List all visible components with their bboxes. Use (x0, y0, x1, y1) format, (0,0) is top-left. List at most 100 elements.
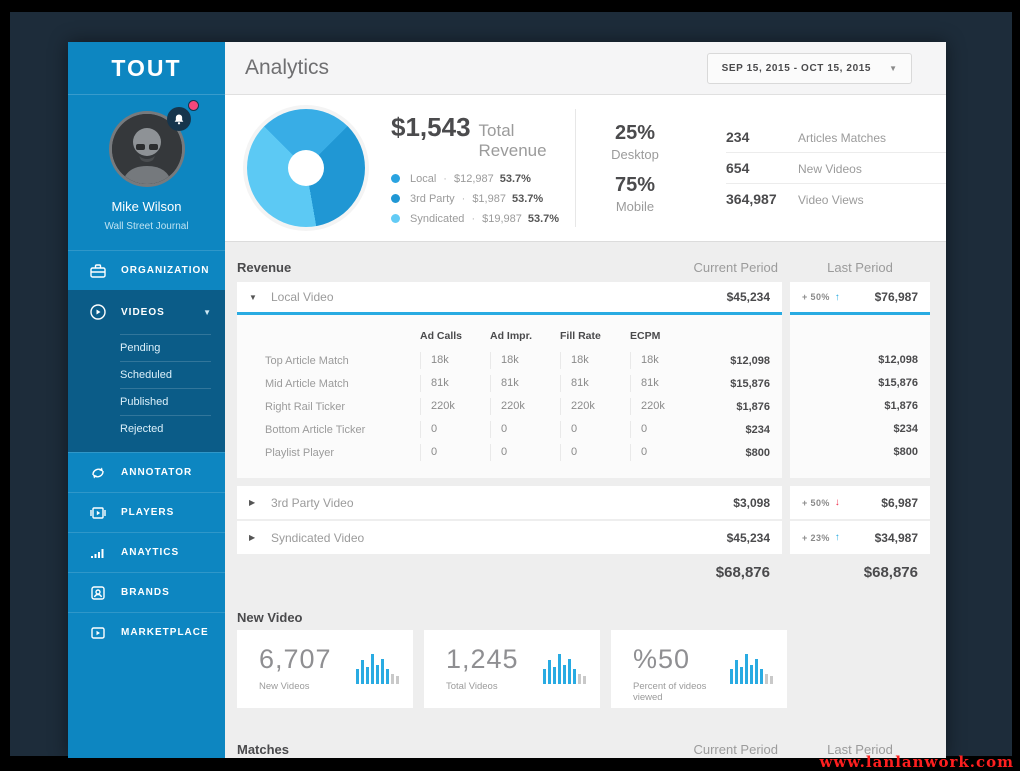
revenue-row-3rd-party-video[interactable]: ▶ 3rd Party Video $3,098 (237, 486, 782, 519)
row-label: Top Article Match (265, 354, 349, 367)
mobile-stat: 75% Mobile (615, 174, 655, 214)
cell-value: 220k (560, 398, 630, 415)
last-period-amount: $6,987 (881, 495, 918, 510)
mini-bar-chart (356, 650, 399, 684)
caret-down-icon[interactable]: ▼ (249, 292, 257, 302)
last-period-label: Last Period (827, 741, 893, 757)
last-period-card-syndicated: + 23% ↑ $34,987 (790, 521, 930, 554)
stat-label: Video Views (798, 193, 864, 207)
sidebar-subitem-rejected[interactable]: Rejected (120, 415, 211, 442)
refresh-loop-icon (88, 463, 107, 482)
card-new-videos: 6,707 New Videos (237, 630, 413, 708)
stat-articles-matches: 234 Articles Matches (726, 122, 946, 152)
sidebar-subitem-pending[interactable]: Pending (120, 334, 211, 361)
cell-value: 220k (490, 398, 560, 415)
sidebar-item-annotator[interactable]: ANNOTATOR (68, 452, 225, 492)
last-period-value: $234 (893, 423, 918, 435)
legend-value: $12,987 (453, 172, 494, 185)
last-period-value: $1,876 (884, 400, 918, 412)
col-header-ad-impr: Ad Impr. (490, 330, 533, 342)
last-period-label: Last Period (827, 259, 893, 275)
cell-value: 220k (630, 398, 700, 415)
sidebar-subitem-published[interactable]: Published (120, 388, 211, 415)
matches-section-header: Matches Current Period Last Period (237, 734, 930, 758)
row-amount: $12,098 (730, 354, 770, 367)
last-period-card-3rd-party: + 50% ↓ $6,987 (790, 486, 930, 519)
cell-value: 81k (490, 375, 560, 392)
sidebar-item-marketplace[interactable]: MARKETPLACE (68, 612, 225, 652)
sidebar-item-analytics[interactable]: ANAYTICS (68, 532, 225, 572)
sidebar-item-label: PLAYERS (121, 507, 175, 518)
legend-name: 3rd Party (410, 192, 455, 205)
change-percent: + 23% (802, 532, 830, 543)
table-row: Bottom Article Ticker 0 0 0 0 $234 (265, 418, 770, 441)
sidebar: TOUT (68, 42, 225, 758)
local-video-detail-table: Ad Calls Ad Impr. Fill Rate ECPM Top Art… (237, 315, 782, 478)
donut-legend: Local · $12,987 53.7% 3rd Party · $1,987… (391, 173, 575, 225)
revenue-totals-row: $68,876 $68,876 (237, 554, 930, 590)
trend-up-icon: ↑ (834, 291, 840, 303)
last-period-amount: $76,987 (874, 290, 918, 304)
card-value: 1,245 (446, 644, 519, 674)
date-range-picker[interactable]: SEP 15, 2015 - OCT 15, 2015 ▼ (706, 52, 912, 84)
device-split: 25% Desktop 75% Mobile (576, 95, 694, 241)
caret-right-icon[interactable]: ▶ (249, 533, 256, 542)
legend-item-syndicated: Syndicated · $19,987 53.7% (391, 213, 575, 225)
cell-value: 0 (490, 444, 560, 461)
cell-value: 0 (420, 421, 490, 438)
cell-value: 18k (420, 352, 490, 369)
user-profile: Mike Wilson Wall Street Journal (68, 95, 225, 250)
new-video-cards: 6,707 New Videos 1,245 Total Videos %50 (237, 630, 930, 708)
revenue-heading: Revenue (237, 259, 292, 275)
total-current-period: $68,876 (715, 563, 770, 581)
user-organization: Wall Street Journal (104, 221, 189, 232)
sidebar-item-players[interactable]: PLAYERS (68, 492, 225, 532)
change-percent: + 50% (802, 497, 830, 508)
card-label: New Videos (259, 681, 310, 692)
cell-value: 0 (420, 444, 490, 461)
row-label: Syndicated Video (271, 530, 365, 545)
notifications-button[interactable] (166, 100, 199, 131)
total-revenue-label: Total Revenue (478, 120, 547, 160)
sidebar-item-label: ORGANIZATION (121, 265, 210, 276)
col-header-ecpm: ECPM (630, 330, 661, 342)
card-label: Total Videos (446, 681, 498, 692)
stat-new-videos: 654 New Videos (726, 152, 946, 183)
revenue-row-syndicated-video[interactable]: ▶ Syndicated Video $45,234 (237, 521, 782, 554)
row-amount: $1,876 (736, 400, 770, 413)
revenue-row-local-video[interactable]: ▼ Local Video $45,234 (237, 282, 782, 315)
caret-right-icon[interactable]: ▶ (249, 498, 256, 507)
legend-percent: 53.7% (499, 172, 531, 185)
cell-value: 18k (560, 352, 630, 369)
mobile-label: Mobile (615, 199, 655, 214)
dot-separator: · (443, 172, 447, 185)
cell-value: 81k (420, 375, 490, 392)
sidebar-subitem-scheduled[interactable]: Scheduled (120, 361, 211, 388)
current-period-label: Current Period (693, 741, 778, 757)
sidebar-item-videos[interactable]: VIDEOS ▼ (68, 290, 225, 334)
stat-label: New Videos (798, 162, 862, 176)
stat-video-views: 364,987 Video Views (726, 183, 946, 214)
revenue-donut-chart (247, 109, 365, 227)
table-row: Playlist Player 0 0 0 0 $800 (265, 441, 770, 464)
new-video-heading: New Video (237, 609, 303, 625)
cell-value: 0 (560, 421, 630, 438)
sidebar-item-label: BRANDS (121, 587, 170, 598)
table-row: Right Rail Ticker 220k 220k 220k 220k $1… (265, 395, 770, 418)
legend-percent: 53.7% (527, 212, 560, 225)
tout-logo: TOUT (111, 54, 182, 81)
desktop-label: Desktop (611, 147, 659, 162)
total-last-period: $68,876 (863, 563, 918, 581)
current-period-amount: $45,234 (726, 290, 770, 304)
row-label: Bottom Article Ticker (265, 423, 366, 436)
card-percent-viewed: %50 Percent of videos viewed (611, 630, 787, 708)
cell-value: 0 (490, 421, 560, 438)
sidebar-item-brands[interactable]: BRANDS (68, 572, 225, 612)
table-row: Top Article Match 18k 18k 18k 18k $12,09… (265, 349, 770, 372)
total-revenue-value: $1,543 (391, 111, 471, 142)
mini-bar-chart (543, 650, 586, 684)
logo-block[interactable]: TOUT (68, 42, 225, 95)
row-label: Mid Article Match (265, 377, 349, 390)
sidebar-item-organization[interactable]: ORGANIZATION (68, 250, 225, 290)
row-amount: $234 (745, 423, 770, 436)
